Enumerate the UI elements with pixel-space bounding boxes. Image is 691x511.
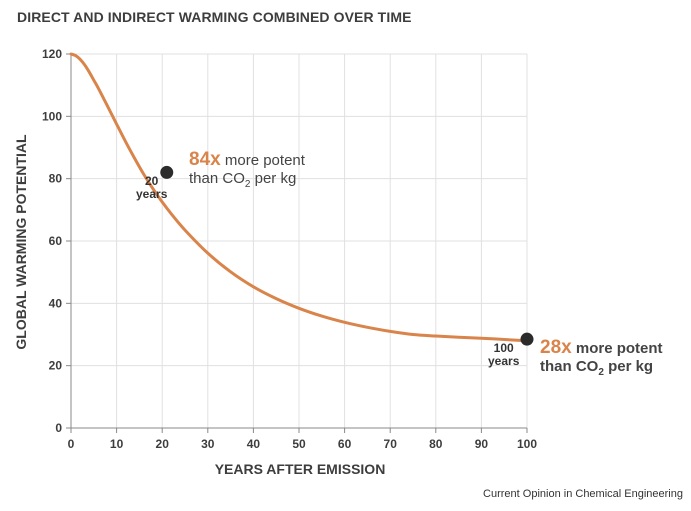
y-tick-label-100: 100	[42, 109, 62, 123]
annotation-20-text1: more potent	[220, 152, 305, 169]
highlight-point-1	[520, 332, 534, 346]
annotation-100-multiplier: 28x	[540, 337, 572, 358]
point-label-100-line1: 100	[493, 341, 514, 355]
y-tick-label-80: 80	[49, 172, 63, 186]
annotation-100: 28x more potent than CO2 per kg	[540, 337, 663, 382]
annotation-100-text2a: than CO	[540, 358, 599, 375]
y-tick-label-0: 0	[55, 421, 62, 435]
y-tick-label-120: 120	[42, 47, 62, 61]
x-tick-label-80: 80	[429, 437, 443, 451]
highlight-point-0	[160, 165, 174, 179]
annotation-20-sub: 2	[244, 179, 251, 190]
y-tick-label-40: 40	[49, 296, 63, 310]
point-label-100: 100 years	[488, 342, 519, 368]
x-tick-label-20: 20	[156, 437, 170, 451]
annotation-20: 84x more potent than CO2 per kg	[189, 149, 305, 194]
x-axis-label: YEARS AFTER EMISSION	[214, 461, 386, 477]
x-tick-label-70: 70	[384, 437, 398, 451]
annotation-100-sub: 2	[598, 367, 604, 378]
chart-title: DIRECT AND INDIRECT WARMING COMBINED OVE…	[17, 9, 412, 25]
source-credit: Current Opinion in Chemical Engineering	[483, 488, 683, 500]
y-tick-label-20: 20	[49, 359, 63, 373]
annotation-100-text2b: per kg	[603, 358, 654, 375]
series-line-0	[69, 52, 529, 343]
point-label-100-line2: years	[488, 354, 520, 368]
y-axis-label: GLOBAL WARMING POTENTIAL	[13, 134, 29, 350]
point-label-20-line1: 20	[145, 174, 159, 188]
y-tick-label-60: 60	[49, 234, 63, 248]
annotation-20-text2b: per kg	[250, 170, 297, 187]
x-tick-label-90: 90	[475, 437, 489, 451]
x-tick-label-10: 10	[110, 437, 124, 451]
x-tick-label-100: 100	[517, 437, 537, 451]
annotation-20-multiplier: 84x	[189, 149, 221, 170]
point-label-20-line2: years	[136, 187, 168, 201]
point-label-20: 20 years	[136, 175, 167, 201]
x-tick-label-60: 60	[338, 437, 352, 451]
x-tick-label-30: 30	[201, 437, 215, 451]
x-tick-label-0: 0	[68, 437, 75, 451]
x-tick-label-50: 50	[292, 437, 306, 451]
x-tick-label-40: 40	[247, 437, 261, 451]
annotation-20-text2a: than CO	[189, 170, 245, 187]
annotation-100-text1: more potent	[571, 340, 663, 357]
